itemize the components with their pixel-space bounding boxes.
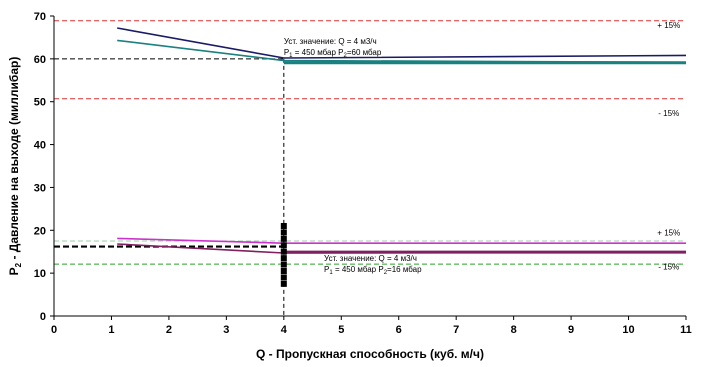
series-line-0 (117, 27, 687, 59)
annotation-p2-value: =60 мбар (347, 48, 382, 57)
y-tick-label-2: 20 (34, 225, 46, 237)
y-tick-label-5: 50 (34, 97, 46, 109)
x-tick-label-4: 4 (281, 324, 288, 336)
y-tick-label-4: 40 (34, 140, 46, 152)
y-tick-label-6: 60 (34, 54, 46, 66)
scatter-point-4 (280, 255, 287, 262)
x-tick-label-1: 1 (108, 324, 114, 336)
annotation-p2: P (378, 265, 383, 274)
annotation-p1: P (284, 48, 289, 57)
y-axis-title-p: P (7, 267, 21, 275)
annotation-p2-sub: 2 (384, 270, 388, 276)
x-tick-label-8: 8 (511, 324, 517, 336)
x-axis-title: Q - Пропускная способность (куб. м/ч) (256, 347, 484, 361)
y-tick-label-0: 0 (40, 311, 46, 323)
band-label-2: + 15% (657, 228, 680, 237)
setpoint-annotation-1-line2: P1 = 450 мбар P2=16 мбар (324, 265, 422, 276)
scatter-point-5 (280, 248, 287, 255)
x-tick-label-9: 9 (568, 324, 574, 336)
annotation-p1-sub: 1 (289, 53, 293, 59)
scatter-point-3 (280, 261, 287, 268)
scatter-point-8 (280, 229, 287, 236)
band-label-3: - 15% (658, 262, 679, 271)
annotation-p1-value: = 450 мбар (333, 265, 377, 274)
setpoint-annotation-1-line1: Уст. значение: Q = 4 м3/ч (324, 254, 417, 263)
series-line-1 (117, 39, 687, 64)
setpoint-annotation-0-line2: P1 = 450 мбар P2=60 мбар (284, 48, 382, 59)
scatter-point-9 (280, 223, 287, 229)
band-label-0: + 15% (657, 21, 680, 30)
annotation-p2-value: =16 мбар (387, 265, 422, 274)
x-tick-label-0: 0 (51, 324, 57, 336)
annotation-p2: P (338, 48, 343, 57)
x-tick-label-11: 11 (680, 324, 692, 336)
scatter-point-0 (280, 280, 287, 287)
y-tick-label-7: 70 (34, 11, 46, 23)
scatter-point-7 (280, 235, 287, 242)
band-label-1: - 15% (658, 109, 679, 118)
x-tick-label-3: 3 (223, 324, 229, 336)
x-tick-label-7: 7 (453, 324, 459, 336)
x-tick-label-6: 6 (396, 324, 402, 336)
x-tick-label-5: 5 (338, 324, 344, 336)
y-tick-label-1: 10 (34, 268, 46, 280)
scatter-point-2 (280, 268, 287, 274)
x-tick-label-2: 2 (166, 324, 172, 336)
annotation-p1: P (324, 265, 329, 274)
annotation-p1-value: = 450 мбар (293, 48, 337, 57)
annotation-p1-sub: 1 (329, 270, 333, 276)
y-axis-title-sub: 2 (14, 262, 23, 267)
y-axis-title: P2 - Давление на выходе (миллибар) (7, 57, 23, 276)
scatter-point-1 (280, 274, 287, 281)
x-tick-label-10: 10 (622, 324, 634, 336)
scatter-point-6 (280, 242, 287, 249)
setpoint-annotation-0-line1: Уст. значение: Q = 4 м3/ч (284, 37, 377, 46)
annotation-p2-sub: 2 (343, 53, 347, 59)
y-axis-title-rest: - Давление на выходе (миллибар) (7, 57, 21, 263)
y-tick-label-3: 30 (34, 182, 46, 194)
